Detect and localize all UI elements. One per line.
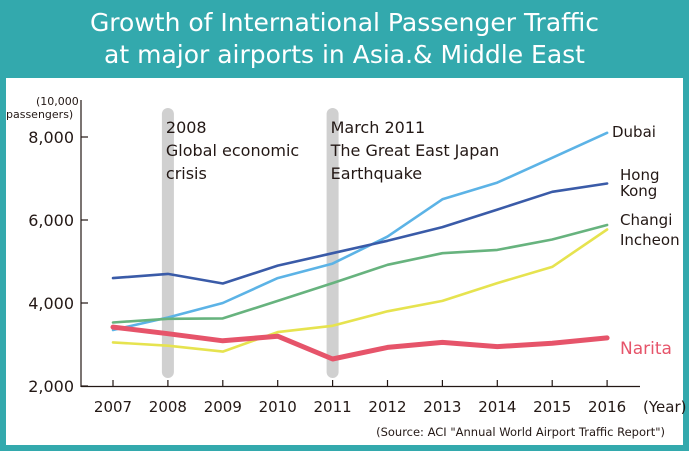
x-tick-label-2015: 2015 — [533, 398, 571, 416]
series-label-changi: Changi — [620, 211, 672, 229]
x-tick-label-2011: 2011 — [314, 398, 352, 416]
x-axis-unit: (Year) — [643, 398, 686, 416]
annotation-text-2011-line-2: The Great East Japan — [330, 141, 500, 160]
series-label-hong-kong-line-2: Kong — [620, 182, 657, 200]
x-tick-label-2013: 2013 — [423, 398, 461, 416]
series-line-incheon — [111, 228, 609, 353]
x-tick-label-2007: 2007 — [94, 398, 132, 416]
x-tick-label-2012: 2012 — [368, 398, 406, 416]
series-line-dubai — [111, 131, 609, 332]
annotation-text-2008-line-2: Global economic — [166, 141, 299, 160]
series-line-narita — [110, 324, 610, 362]
y-axis-unit-line-2: passengers) — [6, 108, 73, 121]
annotation-text-2011-line-1: March 2011 — [331, 118, 426, 137]
series-label-dubai: Dubai — [612, 123, 656, 141]
series-label-hong-kong-line-1: Hong — [620, 166, 660, 184]
chart-title-line-2: at major airports in Asia.& Middle East — [104, 40, 585, 69]
source-note: (Source: ACI "Annual World Airport Traff… — [376, 425, 665, 439]
series-line-changi — [111, 223, 609, 324]
title-bar: Growth of International Passenger Traffi… — [0, 0, 689, 78]
chart-title-line-1: Growth of International Passenger Traffi… — [89, 8, 600, 37]
annotation-text-2008-line-3: crisis — [166, 164, 207, 183]
x-tick-label-2014: 2014 — [478, 398, 516, 416]
x-tick-label-2009: 2009 — [204, 398, 242, 416]
y-tick-label-8000: 8,000 — [28, 128, 74, 147]
y-axis-unit-line-1: (10,000 — [36, 95, 79, 108]
x-tick-label-2016: 2016 — [588, 398, 626, 416]
annotation-band-2011 — [326, 108, 339, 378]
y-tick-label-4000: 4,000 — [28, 294, 74, 313]
x-tick-label-2010: 2010 — [259, 398, 297, 416]
y-tick-label-2000: 2,000 — [28, 377, 74, 396]
y-tick-label-6000: 6,000 — [28, 211, 74, 230]
annotation-text-2011-line-3: Earthquake — [331, 164, 423, 183]
series-label-incheon: Incheon — [620, 231, 680, 249]
series-label-narita: Narita — [620, 339, 672, 359]
annotation-band-2008 — [161, 108, 174, 378]
annotation-text-2008-line-1: 2008 — [166, 118, 207, 137]
series-line-hong-kong — [111, 182, 609, 285]
x-tick-label-2008: 2008 — [149, 398, 187, 416]
